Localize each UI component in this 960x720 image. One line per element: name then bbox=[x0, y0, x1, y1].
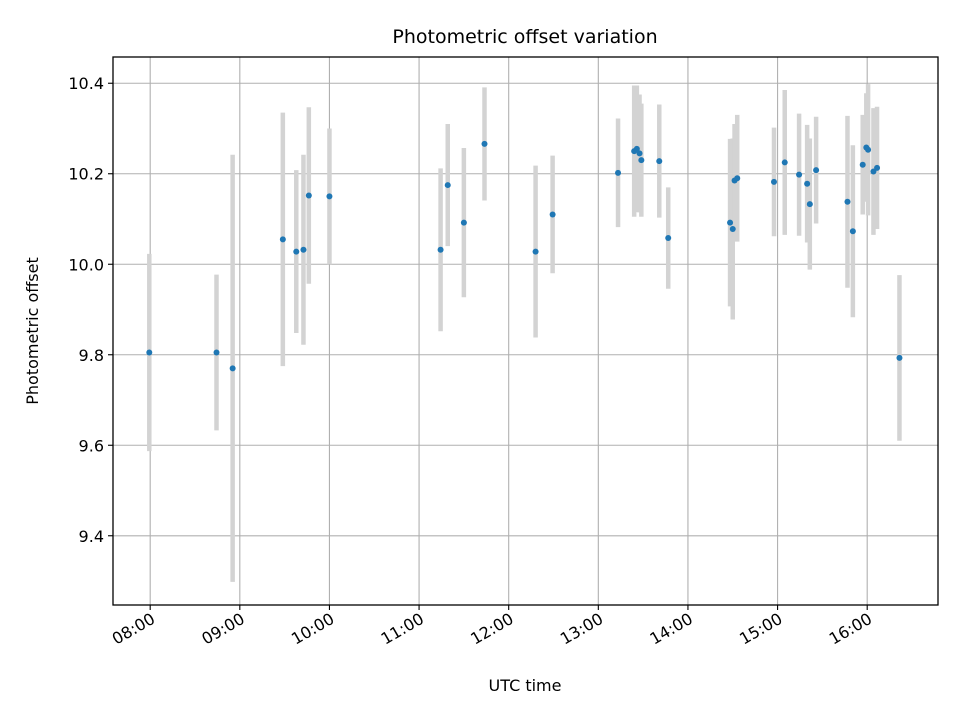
data-point bbox=[865, 146, 872, 153]
data-point bbox=[615, 169, 622, 176]
chart-title: Photometric offset variation bbox=[392, 26, 657, 48]
data-point bbox=[844, 198, 851, 205]
data-point bbox=[213, 349, 220, 356]
data-point bbox=[770, 178, 777, 185]
data-point bbox=[326, 193, 333, 200]
data-point bbox=[849, 228, 856, 235]
data-point bbox=[729, 225, 736, 232]
y-tick-label: 10.0 bbox=[68, 255, 104, 274]
data-point bbox=[633, 145, 640, 152]
data-point bbox=[806, 201, 813, 208]
y-tick-label: 9.6 bbox=[79, 436, 104, 455]
data-point bbox=[532, 248, 539, 255]
data-point bbox=[444, 182, 451, 189]
data-point bbox=[460, 219, 467, 226]
data-point bbox=[638, 157, 645, 164]
data-point bbox=[781, 159, 788, 166]
data-point bbox=[146, 349, 153, 356]
y-tick-label: 9.4 bbox=[79, 527, 104, 546]
y-axis-label: Photometric offset bbox=[23, 257, 42, 405]
data-points bbox=[146, 140, 903, 372]
data-point bbox=[481, 140, 488, 147]
y-axis: 9.4 9.6 9.8 10.0 10.2 10.4 bbox=[68, 74, 113, 546]
data-point bbox=[305, 192, 312, 199]
data-point bbox=[804, 180, 811, 187]
data-point bbox=[874, 164, 881, 171]
data-point bbox=[293, 248, 300, 255]
data-point bbox=[734, 175, 741, 182]
data-point bbox=[437, 246, 444, 253]
y-tick-label: 9.8 bbox=[79, 346, 104, 365]
data-point bbox=[300, 246, 307, 253]
data-point bbox=[665, 235, 672, 242]
data-point bbox=[727, 219, 734, 226]
data-point bbox=[229, 365, 236, 372]
data-point bbox=[656, 158, 663, 165]
y-tick-label: 10.2 bbox=[68, 165, 104, 184]
y-tick-label: 10.4 bbox=[68, 74, 104, 93]
data-point bbox=[896, 354, 903, 361]
data-point bbox=[636, 150, 643, 157]
plot-frame bbox=[112, 56, 939, 606]
data-point bbox=[813, 167, 820, 174]
x-axis-label: UTC time bbox=[489, 676, 562, 695]
data-point bbox=[859, 161, 866, 168]
data-point bbox=[549, 211, 556, 218]
data-point bbox=[279, 236, 286, 243]
data-point bbox=[796, 171, 803, 178]
